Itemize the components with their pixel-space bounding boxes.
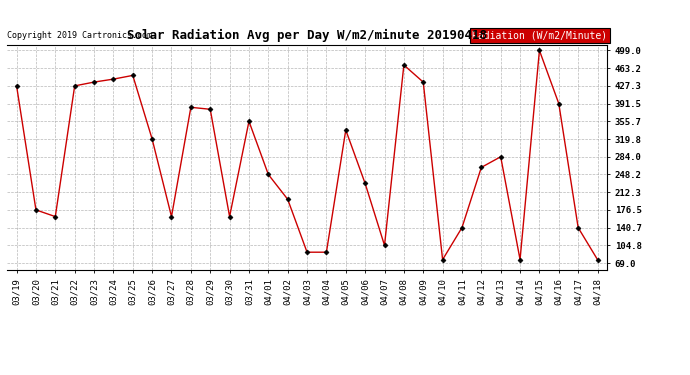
Text: Radiation (W/m2/Minute): Radiation (W/m2/Minute) [472,30,607,40]
Text: Copyright 2019 Cartronics.com: Copyright 2019 Cartronics.com [7,32,152,40]
Title: Solar Radiation Avg per Day W/m2/minute 20190418: Solar Radiation Avg per Day W/m2/minute … [127,29,487,42]
